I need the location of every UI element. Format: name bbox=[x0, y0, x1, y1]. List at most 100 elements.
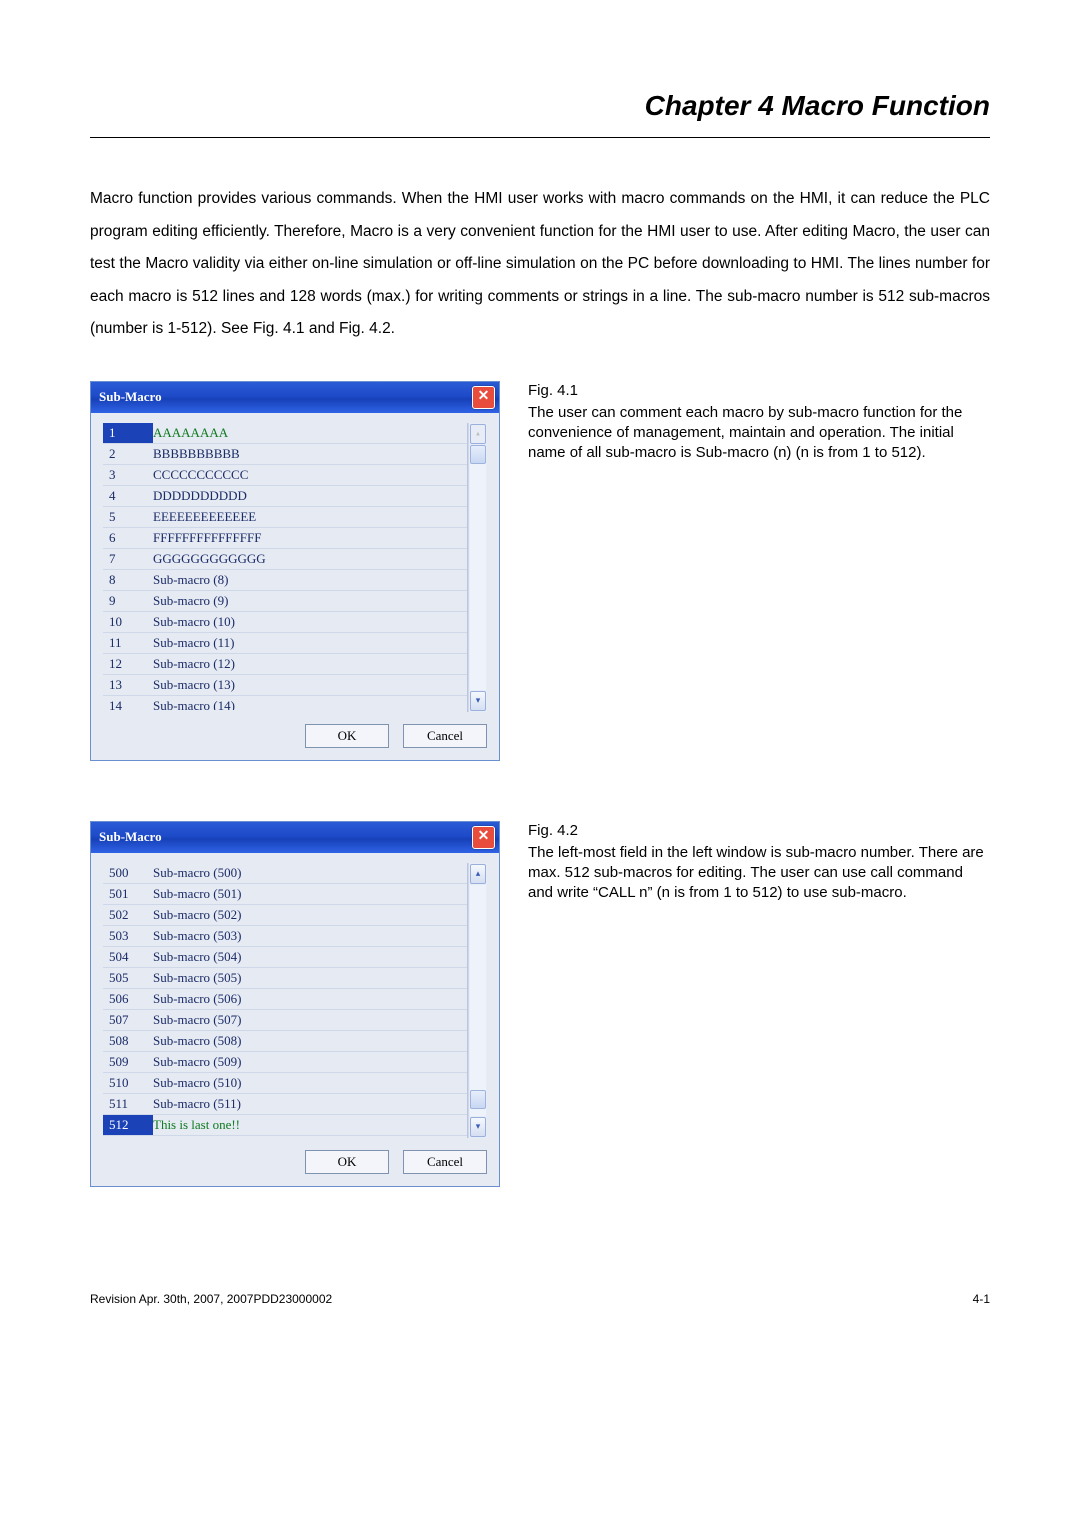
list-item-label: Sub-macro (502) bbox=[153, 907, 241, 923]
list-item[interactable]: 10Sub-macro (10) bbox=[103, 612, 467, 633]
ok-button[interactable]: OK bbox=[305, 724, 389, 748]
list-item-index: 510 bbox=[109, 1075, 153, 1091]
list-item-index: 14 bbox=[109, 698, 153, 710]
list-item-label: Sub-macro (504) bbox=[153, 949, 241, 965]
list-item-index: 11 bbox=[109, 635, 153, 651]
close-icon[interactable]: ✕ bbox=[472, 386, 495, 409]
list-item[interactable]: 9Sub-macro (9) bbox=[103, 591, 467, 612]
footer-right: 4-1 bbox=[973, 1292, 990, 1306]
scroll-thumb[interactable] bbox=[470, 1090, 486, 1108]
figure-1-desc: The user can comment each macro by sub-m… bbox=[528, 403, 990, 464]
list-item-index: 502 bbox=[109, 907, 153, 923]
list-item-index: 508 bbox=[109, 1033, 153, 1049]
footer-left: Revision Apr. 30th, 2007, 2007PDD2300000… bbox=[90, 1292, 332, 1306]
list-item-label: GGGGGGGGGGGG bbox=[153, 551, 266, 567]
list-item-index: 13 bbox=[109, 677, 153, 693]
titlebar-text: Sub-Macro bbox=[99, 829, 472, 845]
list-item-label: Sub-macro (508) bbox=[153, 1033, 241, 1049]
list-item-label: Sub-macro (505) bbox=[153, 970, 241, 986]
list-item[interactable]: 14Sub-macro (14) bbox=[103, 696, 467, 710]
close-icon[interactable]: ✕ bbox=[472, 826, 495, 849]
list-item[interactable]: 5EEEEEEEEEEEEE bbox=[103, 507, 467, 528]
list-item-label: Sub-macro (13) bbox=[153, 677, 235, 693]
scroll-thumb[interactable] bbox=[470, 445, 486, 465]
list-item[interactable]: 512This is last one!! bbox=[103, 1115, 467, 1136]
list-item-label: EEEEEEEEEEEEE bbox=[153, 509, 256, 525]
submacro-dialog-1: Sub-Macro ✕ 1AAAAAAAA2BBBBBBBBBB3CCCCCCC… bbox=[90, 381, 500, 761]
submacro-list: 500Sub-macro (500)501Sub-macro (501)502S… bbox=[103, 863, 487, 1138]
list-item[interactable]: 2BBBBBBBBBB bbox=[103, 444, 467, 465]
figure-1-row: Sub-Macro ✕ 1AAAAAAAA2BBBBBBBBBB3CCCCCCC… bbox=[90, 381, 990, 786]
list-item[interactable]: 509Sub-macro (509) bbox=[103, 1052, 467, 1073]
figure-2-label: Fig. 4.2 bbox=[528, 821, 990, 841]
list-item[interactable]: 11Sub-macro (11) bbox=[103, 633, 467, 654]
list-item[interactable]: 6FFFFFFFFFFFFFFF bbox=[103, 528, 467, 549]
list-item-label: DDDDDDDDDD bbox=[153, 488, 247, 504]
scrollbar[interactable]: ▴ ▾ bbox=[468, 423, 487, 712]
list-item-index: 504 bbox=[109, 949, 153, 965]
list-item-index: 5 bbox=[109, 509, 153, 525]
list-item-index: 501 bbox=[109, 886, 153, 902]
list-item-index: 506 bbox=[109, 991, 153, 1007]
titlebar: Sub-Macro ✕ bbox=[91, 382, 499, 413]
list-item[interactable]: 501Sub-macro (501) bbox=[103, 884, 467, 905]
list-item-label: Sub-macro (510) bbox=[153, 1075, 241, 1091]
list-item[interactable]: 504Sub-macro (504) bbox=[103, 947, 467, 968]
scroll-down-icon[interactable]: ▾ bbox=[470, 1117, 486, 1137]
list-item-label: Sub-macro (501) bbox=[153, 886, 241, 902]
scroll-down-icon[interactable]: ▾ bbox=[470, 691, 486, 711]
list-item[interactable]: 8Sub-macro (8) bbox=[103, 570, 467, 591]
list-item-index: 10 bbox=[109, 614, 153, 630]
list-item[interactable]: 500Sub-macro (500) bbox=[103, 863, 467, 884]
list-item-index: 3 bbox=[109, 467, 153, 483]
list-item-index: 509 bbox=[109, 1054, 153, 1070]
list-item[interactable]: 510Sub-macro (510) bbox=[103, 1073, 467, 1094]
list-item[interactable]: 12Sub-macro (12) bbox=[103, 654, 467, 675]
titlebar-text: Sub-Macro bbox=[99, 389, 472, 405]
list-item-index: 503 bbox=[109, 928, 153, 944]
titlebar: Sub-Macro ✕ bbox=[91, 822, 499, 853]
list-item[interactable]: 3CCCCCCCCCCC bbox=[103, 465, 467, 486]
list-item[interactable]: 508Sub-macro (508) bbox=[103, 1031, 467, 1052]
list-item[interactable]: 506Sub-macro (506) bbox=[103, 989, 467, 1010]
list-item-index: 500 bbox=[109, 865, 153, 881]
cancel-button[interactable]: Cancel bbox=[403, 724, 487, 748]
list-item-label: Sub-macro (507) bbox=[153, 1012, 241, 1028]
scroll-up-icon[interactable]: ▴ bbox=[470, 424, 486, 444]
list-item-label: Sub-macro (12) bbox=[153, 656, 235, 672]
list-item-label: Sub-macro (500) bbox=[153, 865, 241, 881]
list-item-index: 7 bbox=[109, 551, 153, 567]
ok-button[interactable]: OK bbox=[305, 1150, 389, 1174]
list-item[interactable]: 507Sub-macro (507) bbox=[103, 1010, 467, 1031]
list-item[interactable]: 4DDDDDDDDDD bbox=[103, 486, 467, 507]
list-item[interactable]: 13Sub-macro (13) bbox=[103, 675, 467, 696]
list-item-label: FFFFFFFFFFFFFFF bbox=[153, 530, 261, 546]
list-item-label: Sub-macro (11) bbox=[153, 635, 234, 651]
submacro-list: 1AAAAAAAA2BBBBBBBBBB3CCCCCCCCCCC4DDDDDDD… bbox=[103, 423, 487, 712]
scrollbar[interactable]: ▴ ▾ bbox=[468, 863, 487, 1138]
list-item-index: 9 bbox=[109, 593, 153, 609]
list-item-index: 1 bbox=[103, 423, 153, 443]
list-item-index: 507 bbox=[109, 1012, 153, 1028]
list-item[interactable]: 1AAAAAAAA bbox=[103, 423, 467, 444]
list-item[interactable]: 502Sub-macro (502) bbox=[103, 905, 467, 926]
list-item-label: Sub-macro (509) bbox=[153, 1054, 241, 1070]
list-item-label: AAAAAAAA bbox=[153, 425, 228, 441]
list-item[interactable]: 505Sub-macro (505) bbox=[103, 968, 467, 989]
scroll-up-icon[interactable]: ▴ bbox=[470, 864, 486, 884]
list-item[interactable]: 7GGGGGGGGGGGG bbox=[103, 549, 467, 570]
figure-2-row: Sub-Macro ✕ 500Sub-macro (500)501Sub-mac… bbox=[90, 821, 990, 1212]
list-item-label: Sub-macro (503) bbox=[153, 928, 241, 944]
list-item-label: BBBBBBBBBB bbox=[153, 446, 240, 462]
cancel-button[interactable]: Cancel bbox=[403, 1150, 487, 1174]
list-item[interactable]: 503Sub-macro (503) bbox=[103, 926, 467, 947]
intro-paragraph: Macro function provides various commands… bbox=[90, 183, 990, 346]
list-item-label: Sub-macro (8) bbox=[153, 572, 228, 588]
list-item-label: CCCCCCCCCCC bbox=[153, 467, 248, 483]
list-item-label: Sub-macro (511) bbox=[153, 1096, 241, 1112]
list-item-index: 4 bbox=[109, 488, 153, 504]
list-item-label: Sub-macro (10) bbox=[153, 614, 235, 630]
list-item-index: 2 bbox=[109, 446, 153, 462]
list-item[interactable]: 511Sub-macro (511) bbox=[103, 1094, 467, 1115]
figure-1-label: Fig. 4.1 bbox=[528, 381, 990, 401]
